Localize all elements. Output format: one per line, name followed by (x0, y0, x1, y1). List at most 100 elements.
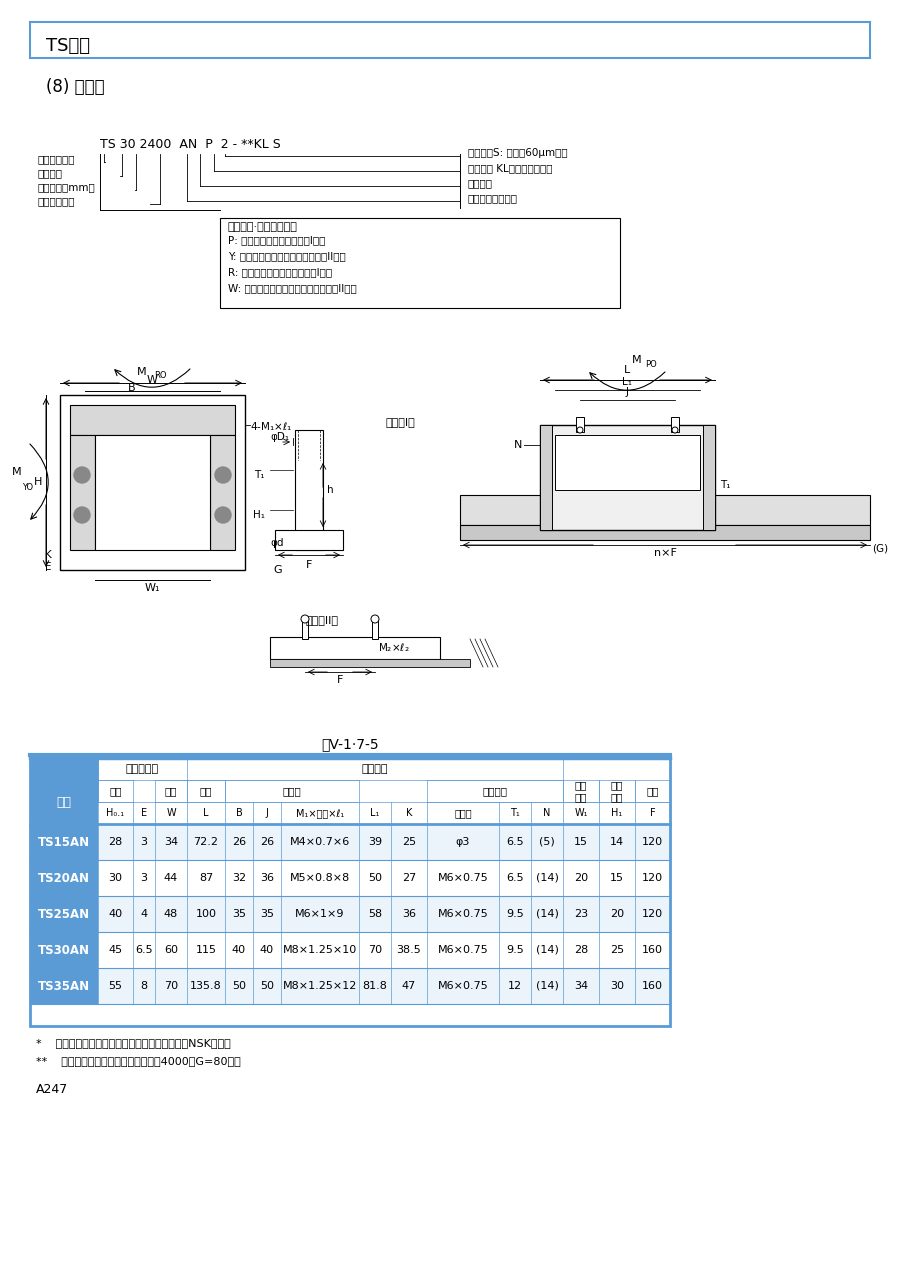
Text: M6×0.75: M6×0.75 (437, 981, 489, 990)
Bar (30, 22, 870, 58)
Bar (133, 802, 155, 824)
Circle shape (672, 428, 678, 433)
Text: 6.5: 6.5 (135, 945, 153, 954)
Bar (30, 824, 98, 860)
Text: 26: 26 (260, 837, 274, 848)
Text: 50: 50 (232, 981, 246, 990)
Text: 25: 25 (402, 837, 416, 848)
Text: 15: 15 (610, 873, 624, 884)
Text: A247: A247 (36, 1083, 68, 1096)
Text: 40: 40 (260, 945, 274, 954)
Bar (460, 526, 870, 540)
Text: TS15AN: TS15AN (38, 836, 90, 849)
Bar (30, 933, 670, 969)
Text: 高度: 高度 (109, 786, 122, 796)
Text: 120: 120 (642, 837, 663, 848)
Bar (30, 969, 670, 1005)
Text: 160: 160 (642, 945, 663, 954)
Text: 28: 28 (108, 837, 122, 848)
Bar (703, 425, 715, 529)
Text: T₁: T₁ (720, 480, 731, 489)
Bar (253, 802, 281, 824)
Text: 14: 14 (610, 837, 624, 848)
Text: 3: 3 (140, 837, 148, 848)
Text: M8×1.25×12: M8×1.25×12 (283, 981, 357, 990)
Bar (155, 781, 187, 802)
Bar (599, 781, 635, 802)
Bar (155, 802, 187, 824)
Text: 40: 40 (108, 909, 122, 920)
Bar (635, 781, 670, 802)
Text: 58: 58 (368, 909, 382, 920)
Text: h: h (327, 486, 334, 495)
Text: 34: 34 (574, 981, 588, 990)
Text: TS35AN: TS35AN (38, 979, 90, 993)
Text: 精度等级 KL：微运用普通级: 精度等级 KL：微运用普通级 (468, 164, 553, 173)
Text: 轨道
高度: 轨道 高度 (611, 781, 623, 802)
Text: W₁: W₁ (144, 583, 160, 592)
Text: R: 氟化低温镀铬、轨道螺孔（I型）: R: 氟化低温镀铬、轨道螺孔（I型） (228, 267, 332, 277)
Text: E: E (45, 562, 51, 572)
Text: TS系列: TS系列 (46, 37, 90, 55)
Text: M: M (632, 355, 642, 365)
Circle shape (215, 468, 231, 483)
Bar (60, 395, 245, 571)
Text: 30: 30 (610, 981, 624, 990)
Text: (14): (14) (536, 981, 558, 990)
Text: 87: 87 (199, 873, 213, 884)
Text: P: 无表面处理、轨道螺孔（I型）: P: 无表面处理、轨道螺孔（I型） (228, 234, 326, 245)
Text: 直线滚珠导轨: 直线滚珠导轨 (38, 155, 76, 164)
Circle shape (577, 428, 583, 433)
Text: 间隙符号S: 间隙量60μm以下: 间隙符号S: 间隙量60μm以下 (468, 148, 568, 158)
Bar (187, 759, 563, 781)
Text: M: M (12, 468, 22, 477)
Bar (270, 659, 470, 667)
Text: 滑块尺寸: 滑块尺寸 (482, 786, 508, 796)
Text: 轨道：II型: 轨道：II型 (305, 614, 338, 625)
Text: K: K (45, 550, 51, 560)
Text: 120: 120 (642, 873, 663, 884)
Text: 宽度: 宽度 (165, 786, 177, 796)
Bar (576, 417, 584, 431)
Bar (70, 435, 95, 550)
Bar (187, 781, 225, 802)
Text: B: B (128, 383, 136, 393)
Bar (427, 802, 499, 824)
Text: 160: 160 (642, 981, 663, 990)
Text: 45: 45 (108, 945, 122, 954)
Text: 轨道：I型: 轨道：I型 (385, 417, 415, 428)
Text: **    氟化低温镀铬、产品的最大长度为4000（G=80）。: ** 氟化低温镀铬、产品的最大长度为4000（G=80）。 (36, 1056, 241, 1066)
Text: 轨道
宽度: 轨道 宽度 (575, 781, 587, 802)
Bar (225, 802, 253, 824)
Text: (14): (14) (536, 873, 558, 884)
Text: J: J (626, 386, 628, 397)
Bar (270, 638, 440, 659)
Bar (302, 620, 308, 639)
Text: 25: 25 (610, 945, 624, 954)
Text: 表V-1·7-5: 表V-1·7-5 (321, 737, 379, 751)
Bar (30, 824, 670, 860)
Bar (635, 802, 670, 824)
Text: 15: 15 (574, 837, 588, 848)
Text: N: N (544, 808, 551, 818)
Text: *    超过最大长度时，可用连接轨道来对应，请与NSK协商。: * 超过最大长度时，可用连接轨道来对应，请与NSK协商。 (36, 1038, 230, 1048)
Text: 36: 36 (260, 873, 274, 884)
Text: 50: 50 (368, 873, 382, 884)
Text: (5): (5) (539, 837, 555, 848)
Text: YO: YO (22, 483, 33, 492)
Bar (427, 781, 563, 802)
Bar (30, 896, 670, 933)
Text: (14): (14) (536, 909, 558, 920)
Text: M6×0.75: M6×0.75 (437, 873, 489, 884)
Text: (G): (G) (872, 544, 888, 553)
Bar (391, 802, 427, 824)
Text: 35: 35 (260, 909, 274, 920)
Text: 长度: 长度 (200, 786, 212, 796)
Bar (98, 781, 133, 802)
Bar (540, 425, 552, 529)
Bar (95, 435, 210, 550)
Bar (225, 781, 359, 802)
Text: 81.8: 81.8 (363, 981, 387, 990)
Text: φD₁: φD₁ (270, 431, 289, 442)
Text: 32: 32 (232, 873, 246, 884)
